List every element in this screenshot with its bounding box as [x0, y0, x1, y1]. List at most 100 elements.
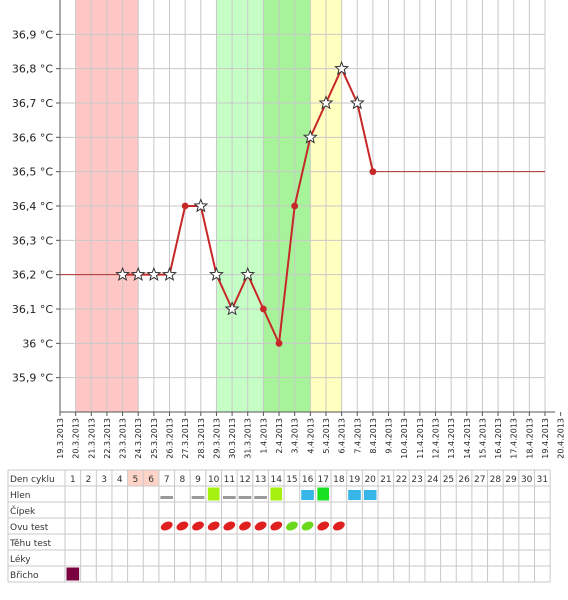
data-point: [259, 305, 267, 313]
data-point-star: [224, 301, 240, 316]
day-number: 24: [427, 475, 439, 485]
data-point-star: [130, 266, 146, 282]
x-tick-label: 6.4.2013: [338, 418, 347, 454]
data-point: [275, 339, 283, 347]
ovu-test-mark: [207, 521, 220, 531]
day-number: 31: [537, 475, 548, 485]
x-tick-label: 18.4.2013: [525, 418, 534, 459]
table-row-label: Hlen: [10, 491, 31, 501]
hlen-mark: [348, 490, 361, 500]
y-tick-label: 36,1 °C: [12, 303, 53, 316]
data-point-star: [115, 266, 131, 282]
data-point: [181, 202, 189, 210]
x-tick-label: 31.3.2013: [244, 418, 253, 459]
y-tick-label: 36 °C: [22, 337, 53, 350]
day-number: 4: [117, 475, 123, 485]
data-point-star: [146, 266, 162, 282]
x-tick-label: 19.4.2013: [541, 418, 550, 459]
ovu-test-mark: [239, 521, 251, 531]
day-number: 6: [148, 475, 154, 485]
hlen-mark: [270, 487, 283, 501]
y-tick-label: 36,5 °C: [12, 166, 53, 179]
x-tick-label: 29.3.2013: [212, 418, 221, 459]
x-tick-label: 17.4.2013: [510, 418, 519, 459]
y-tick-label: 36,9 °C: [12, 28, 53, 41]
table-row-label: Břicho: [10, 571, 39, 581]
hlen-mark: [207, 487, 220, 501]
day-number: 10: [208, 475, 220, 485]
highlight-day-cell: [127, 470, 144, 486]
y-tick-label: 36,4 °C: [12, 200, 53, 213]
y-tick-label: 36,8 °C: [12, 63, 53, 76]
table-row-label: Ovu test: [10, 523, 49, 533]
day-number: 2: [86, 475, 92, 485]
day-number: 1: [70, 475, 76, 485]
x-tick-label: 5.4.2013: [322, 418, 331, 454]
x-tick-label: 26.3.2013: [166, 418, 175, 459]
x-tick-label: 14.4.2013: [463, 418, 472, 459]
day-number: 15: [286, 475, 297, 485]
data-point-star: [302, 129, 318, 144]
x-tick-label: 23.3.2013: [119, 418, 128, 459]
x-tick-label: 21.3.2013: [87, 418, 96, 459]
table-row-label: Těhu test: [9, 539, 52, 549]
x-tick-label: 12.4.2013: [431, 418, 440, 459]
ovu-test-mark: [160, 521, 173, 531]
day-number: 20: [364, 475, 376, 485]
day-number: 28: [490, 475, 502, 485]
hlen-mark: [301, 490, 314, 500]
x-tick-label: 7.4.2013: [353, 418, 362, 454]
hlen-mark: [191, 496, 205, 499]
x-tick-label: 3.4.2013: [291, 418, 300, 454]
x-tick-label: 22.3.2013: [103, 418, 112, 459]
ovu-test-mark: [286, 521, 298, 531]
day-number: 30: [521, 475, 533, 485]
x-tick-label: 27.3.2013: [181, 418, 190, 459]
hlen-mark: [317, 487, 330, 501]
highlight-day-cell: [143, 470, 159, 486]
x-tick-label: 20.4.2013: [557, 418, 566, 459]
x-tick-label: 28.3.2013: [197, 418, 206, 459]
day-number: 13: [255, 475, 266, 485]
day-number: 17: [317, 475, 328, 485]
hlen-mark: [254, 496, 267, 499]
data-point: [369, 168, 377, 176]
data-point-star: [318, 95, 334, 110]
y-tick-label: 36,3 °C: [12, 234, 53, 247]
day-number: 9: [195, 475, 201, 485]
day-number: 12: [239, 475, 250, 485]
day-number: 14: [271, 475, 283, 485]
x-tick-label: 4.4.2013: [306, 418, 315, 454]
day-number: 23: [411, 475, 422, 485]
x-tick-label: 30.3.2013: [228, 418, 237, 459]
ovu-test-mark: [192, 521, 204, 531]
x-tick-label: 16.4.2013: [494, 418, 503, 459]
bbt-chart: 35,9 °C 36 °C 36,1 °C 36,2 °C 36,3 °C 36,4 °C…: [12, 0, 566, 459]
day-number: 22: [396, 475, 407, 485]
hlen-mark: [363, 490, 377, 500]
x-tick-label: 8.4.2013: [369, 418, 378, 454]
table-row-label: Den cyklu: [10, 475, 55, 485]
x-tick-label: 11.4.2013: [416, 418, 425, 459]
data-point-star: [208, 266, 224, 282]
data-point: [291, 202, 299, 210]
x-tick-label: 13.4.2013: [447, 418, 456, 459]
x-tick-label: 9.4.2013: [385, 418, 394, 454]
bricho-mark: [66, 567, 80, 581]
ovu-test-mark: [270, 521, 283, 531]
y-tick-label: 36,6 °C: [12, 131, 53, 144]
x-tick-label: 10.4.2013: [400, 418, 409, 459]
day-number: 8: [180, 475, 186, 485]
day-number: 11: [224, 475, 235, 485]
day-number: 25: [443, 475, 454, 485]
day-number: 18: [333, 475, 345, 485]
data-point-star: [349, 95, 365, 110]
day-number: 19: [349, 475, 361, 485]
data-point-star: [193, 198, 209, 213]
day-number: 21: [380, 475, 391, 485]
data-point-star: [162, 266, 178, 282]
table-row-label: Čípek: [10, 505, 36, 517]
ovu-test-mark: [317, 521, 330, 531]
data-point-star: [240, 266, 256, 282]
